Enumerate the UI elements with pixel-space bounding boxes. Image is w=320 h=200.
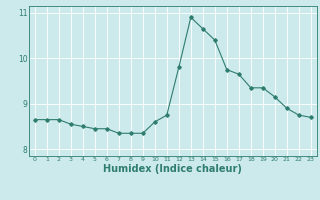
X-axis label: Humidex (Indice chaleur): Humidex (Indice chaleur) <box>103 164 242 174</box>
